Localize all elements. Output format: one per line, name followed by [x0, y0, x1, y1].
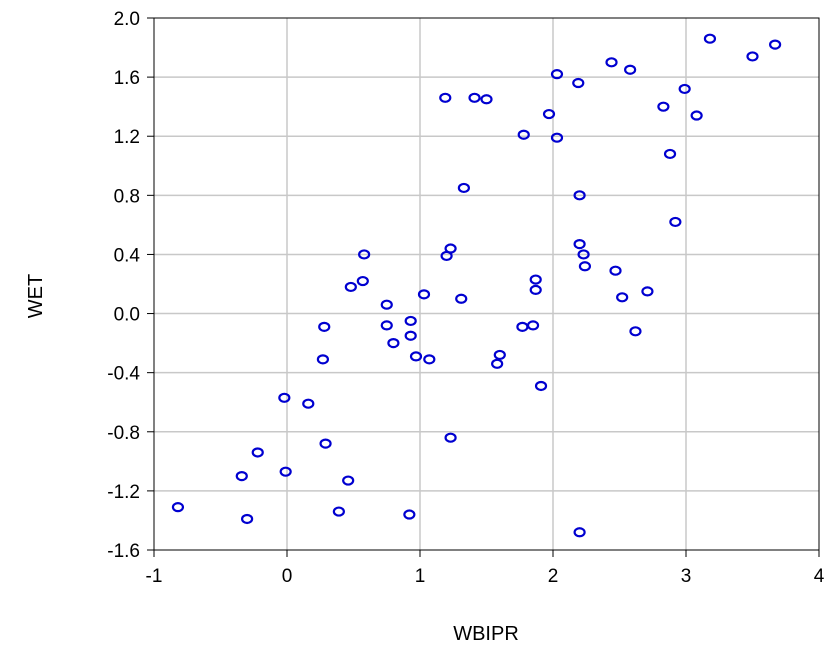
data-point [318, 321, 331, 332]
y-tick-label: -0.4 [107, 364, 140, 385]
data-point [316, 354, 330, 365]
data-point [690, 110, 703, 121]
data-point [278, 392, 291, 403]
data-point [403, 509, 416, 520]
data-point [573, 239, 586, 250]
data-point [409, 351, 423, 362]
y-tick-label: -1.6 [107, 541, 140, 562]
data-point [491, 358, 504, 369]
x-tick-label: 4 [814, 566, 825, 587]
data-point [550, 69, 564, 80]
data-point [380, 299, 393, 310]
data-point [241, 513, 254, 525]
data-point [529, 284, 542, 296]
data-points [171, 33, 782, 538]
data-point [550, 132, 564, 143]
data-point [493, 349, 506, 361]
data-point [235, 471, 248, 482]
data-point [344, 281, 357, 293]
data-point [319, 438, 332, 449]
data-point [171, 502, 185, 513]
data-point [279, 466, 292, 477]
data-point [439, 92, 452, 103]
x-tick-label: 1 [415, 566, 426, 587]
data-point [455, 293, 468, 304]
data-point [657, 101, 670, 112]
data-point [417, 289, 431, 300]
grid-lines [154, 18, 819, 550]
data-point [641, 286, 654, 297]
data-point [529, 274, 542, 285]
y-tick-label: 0.8 [114, 186, 140, 207]
x-tick-label: 3 [681, 566, 692, 587]
y-tick-label: 0.4 [114, 245, 141, 266]
data-point [624, 64, 637, 75]
x-tick-label: -1 [146, 566, 163, 587]
data-point [663, 148, 677, 160]
data-point [358, 249, 371, 260]
data-point [534, 380, 548, 392]
x-axis: -1 0 1 2 3 4 [146, 550, 825, 587]
data-point [578, 261, 592, 272]
y-tick-label: -0.8 [107, 423, 140, 444]
x-tick-label: 2 [548, 566, 559, 587]
data-point [542, 108, 556, 120]
y-tick-label: 2.0 [114, 9, 140, 30]
data-point [342, 475, 355, 486]
data-point [616, 292, 629, 303]
plot-frame [153, 17, 820, 551]
data-point [769, 39, 782, 50]
data-point [746, 51, 759, 62]
data-point [387, 338, 400, 349]
data-point [526, 320, 540, 331]
y-axis-label: WET [25, 274, 47, 318]
x-axis-label: WBIPR [453, 623, 519, 645]
data-point [332, 506, 345, 517]
data-point [669, 216, 682, 228]
data-point [572, 77, 585, 89]
data-point [444, 432, 457, 443]
data-point [468, 92, 481, 103]
y-tick-label: 0.0 [114, 305, 140, 326]
data-point [573, 527, 586, 538]
data-point [457, 182, 470, 194]
data-point [444, 243, 457, 254]
data-point [480, 94, 493, 105]
data-point [404, 315, 417, 327]
y-tick-label: 1.6 [114, 68, 140, 89]
x-tick-label: 0 [282, 566, 293, 587]
data-point [517, 129, 530, 140]
data-point [356, 275, 369, 287]
y-axis: 2.0 1.6 1.2 0.8 0.4 0.0 -0.4 -0.8 -1.2 -1.6 [107, 9, 154, 562]
data-point [678, 83, 691, 95]
data-point [404, 330, 417, 341]
data-point [423, 354, 436, 365]
data-point [629, 326, 642, 337]
y-tick-label: -1.2 [107, 482, 140, 503]
data-point [573, 190, 586, 201]
y-tick-label: 1.2 [114, 127, 140, 148]
data-point [516, 321, 529, 332]
data-point [577, 249, 590, 260]
data-point [251, 447, 264, 458]
data-point [609, 265, 622, 276]
data-point [703, 33, 717, 44]
data-point [380, 320, 393, 331]
data-point [302, 398, 315, 409]
data-point [605, 57, 618, 68]
